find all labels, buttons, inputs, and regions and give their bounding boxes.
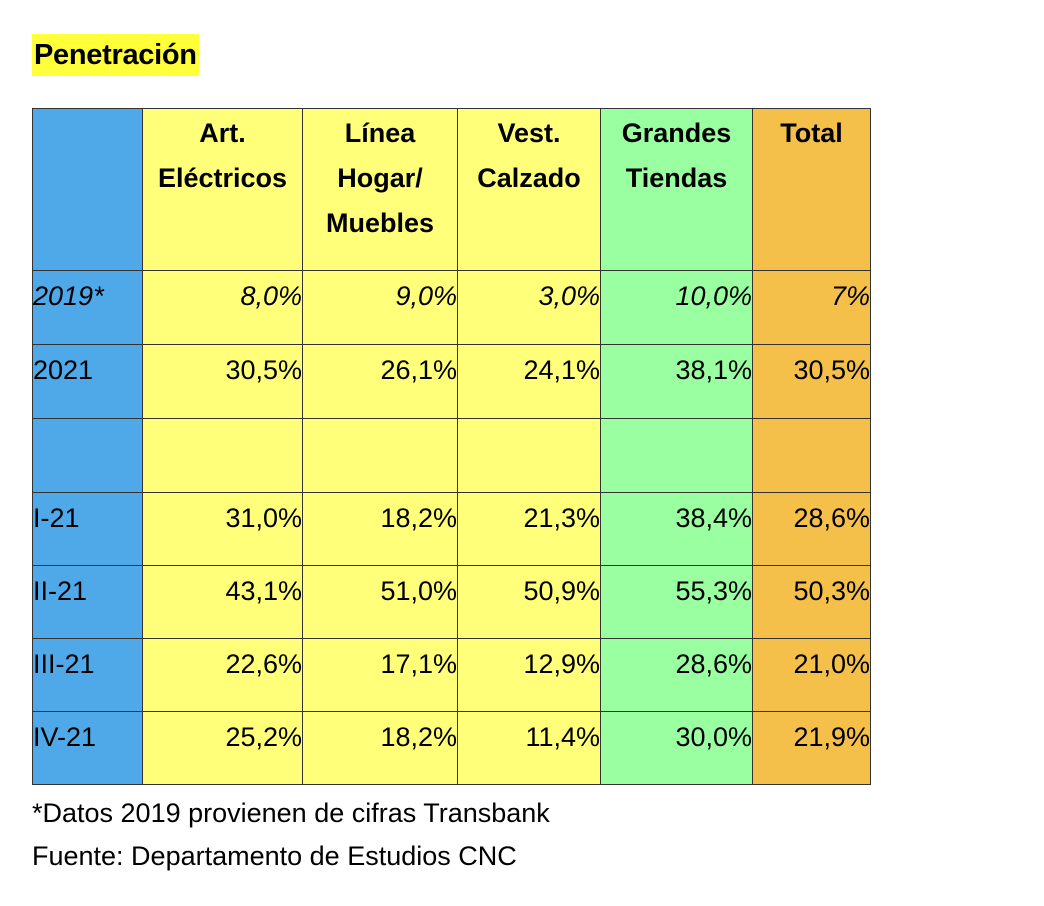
penetration-table: Art. Eléctricos Línea Hogar/Muebles Vest. C… xyxy=(32,108,871,785)
table-cell: 38,4% xyxy=(600,492,753,566)
table-cell: 28,6% xyxy=(600,638,753,712)
table-cell: 18,2% xyxy=(302,711,458,785)
table-cell: 12,9% xyxy=(457,638,601,712)
table-cell: 31,0% xyxy=(142,492,303,566)
table-row: 2019* 8,0% 9,0% 3,0% 10,0% 7% xyxy=(32,270,871,345)
table-cell: 38,1% xyxy=(600,344,753,419)
table-cell: 11,4% xyxy=(457,711,601,785)
footnote: *Datos 2019 provienen de cifras Transban… xyxy=(32,798,550,828)
table-cell xyxy=(457,418,601,493)
table-cell: 30,5% xyxy=(142,344,303,419)
table-row: 2021 30,5% 26,1% 24,1% 38,1% 30,5% xyxy=(32,344,871,419)
table-cell: 22,6% xyxy=(142,638,303,712)
header-grandes-tiendas: Grandes Tiendas xyxy=(600,108,753,271)
table-cell: 26,1% xyxy=(302,344,458,419)
table-cell: 50,3% xyxy=(752,565,871,639)
header-art-electricos: Art. Eléctricos xyxy=(142,108,303,271)
table-cell: 9,0% xyxy=(302,270,458,345)
table-cell: 30,0% xyxy=(600,711,753,785)
table-cell: 43,1% xyxy=(142,565,303,639)
header-vest-calzado: Vest. Calzado xyxy=(457,108,601,271)
source-note: Fuente: Departamento de Estudios CNC xyxy=(32,841,517,871)
table-cell: 21,3% xyxy=(457,492,601,566)
table-cell xyxy=(142,418,303,493)
table-cell: 21,0% xyxy=(752,638,871,712)
row-label: 2019* xyxy=(32,270,143,345)
table-cell: 21,9% xyxy=(752,711,871,785)
table-cell: 7% xyxy=(752,270,871,345)
row-label xyxy=(32,418,143,493)
table-row: IV-21 25,2% 18,2% 11,4% 30,0% 21,9% xyxy=(32,711,871,785)
header-row: Art. Eléctricos Línea Hogar/Muebles Vest. C… xyxy=(32,108,871,271)
header-corner-cell xyxy=(32,108,143,271)
row-label: IV-21 xyxy=(32,711,143,785)
table-row: III-21 22,6% 17,1% 12,9% 28,6% 21,0% xyxy=(32,638,871,712)
table-cell: 55,3% xyxy=(600,565,753,639)
table-cell xyxy=(302,418,458,493)
header-total: Total xyxy=(752,108,871,271)
table-body: 2019* 8,0% 9,0% 3,0% 10,0% 7% 2021 30,5% 26,1% 24… xyxy=(32,270,871,785)
table-cell: 10,0% xyxy=(600,270,753,345)
table-cell: 18,2% xyxy=(302,492,458,566)
table-row: II-21 43,1% 51,0% 50,9% 55,3% 50,3% xyxy=(32,565,871,639)
table-row: I-21 31,0% 18,2% 21,3% 38,4% 28,6% xyxy=(32,492,871,566)
table-cell: 17,1% xyxy=(302,638,458,712)
table-cell xyxy=(752,418,871,493)
header-linea-hogar-muebles: Línea Hogar/Muebles xyxy=(302,108,458,271)
row-label: III-21 xyxy=(32,638,143,712)
table-cell: 28,6% xyxy=(752,492,871,566)
table-cell: 25,2% xyxy=(142,711,303,785)
table-cell: 51,0% xyxy=(302,565,458,639)
table-cell: 50,9% xyxy=(457,565,601,639)
table-cell: 30,5% xyxy=(752,344,871,419)
table-cell: 3,0% xyxy=(457,270,601,345)
page-title: Penetración xyxy=(32,34,199,76)
table-cell: 24,1% xyxy=(457,344,601,419)
row-label: II-21 xyxy=(32,565,143,639)
notes: *Datos 2019 provienen de cifras Transban… xyxy=(32,792,550,878)
table-cell: 8,0% xyxy=(142,270,303,345)
table-cell xyxy=(600,418,753,493)
row-label: I-21 xyxy=(32,492,143,566)
table-row xyxy=(32,418,871,493)
row-label: 2021 xyxy=(32,344,143,419)
